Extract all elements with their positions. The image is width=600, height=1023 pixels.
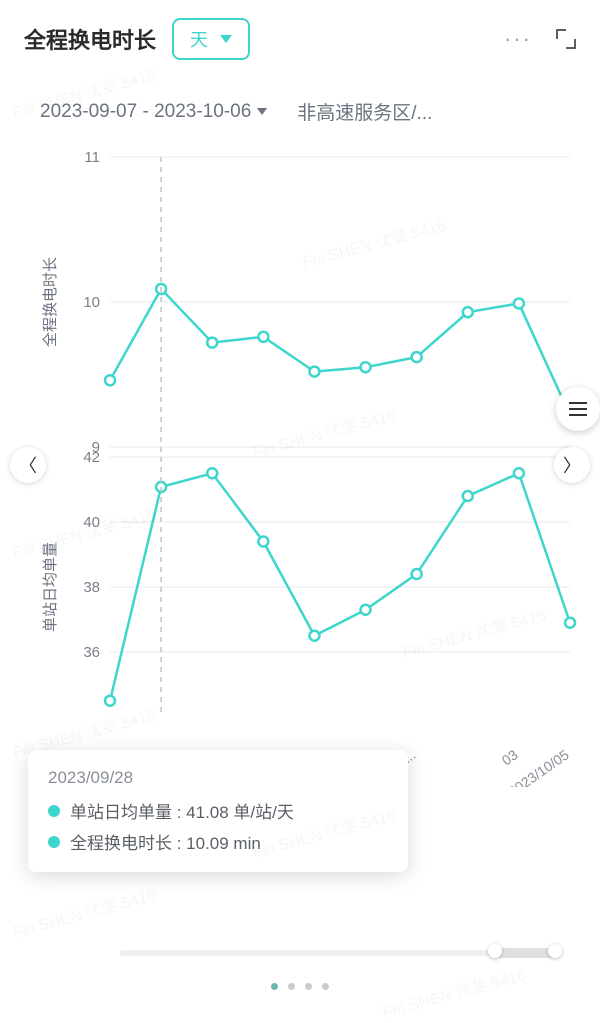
- page-title: 全程换电时长: [24, 23, 156, 55]
- chevron-down-icon: [220, 35, 232, 43]
- pager-dot[interactable]: [305, 983, 312, 990]
- svg-text:全程换电时长: 全程换电时长: [41, 257, 59, 347]
- chart-scroll-track[interactable]: [120, 950, 560, 956]
- svg-text:03: 03: [499, 746, 521, 768]
- pager-dots[interactable]: [271, 983, 329, 990]
- pager-dot[interactable]: [322, 983, 329, 990]
- svg-text:11: 11: [84, 149, 100, 166]
- fullscreen-icon[interactable]: [556, 29, 576, 49]
- next-arrow[interactable]: 〉: [554, 447, 590, 483]
- chart-menu-icon[interactable]: [556, 387, 600, 431]
- chart-scroll-thumb[interactable]: [490, 948, 560, 958]
- scroll-handle-left[interactable]: [488, 944, 502, 958]
- more-icon[interactable]: ···: [504, 26, 532, 52]
- area-filter[interactable]: 非高速服务区/...: [297, 98, 432, 125]
- chevron-down-icon: [257, 108, 267, 115]
- prev-arrow[interactable]: 〈: [10, 447, 46, 483]
- granularity-dropdown[interactable]: 天: [172, 18, 250, 60]
- svg-text:38: 38: [83, 579, 100, 596]
- series-dot-icon: [48, 805, 60, 817]
- line-chart: 91011全程换电时长36384042单站日均单量2023...2023...2…: [20, 147, 580, 787]
- svg-text:42: 42: [83, 449, 100, 466]
- svg-text:36: 36: [83, 644, 100, 661]
- scroll-handle-right[interactable]: [548, 944, 562, 958]
- pager-dot[interactable]: [271, 983, 278, 990]
- svg-text:40: 40: [83, 514, 100, 531]
- tooltip-date: 2023/09/28: [48, 768, 388, 788]
- tooltip-row: 单站日均单量 : 41.08 单/站/天: [48, 798, 388, 823]
- granularity-label: 天: [190, 26, 208, 52]
- svg-text:单站日均单量: 单站日均单量: [42, 542, 59, 632]
- date-range-label: 2023-09-07 - 2023-10-06: [40, 101, 251, 123]
- chart-tooltip: 2023/09/28 单站日均单量 : 41.08 单/站/天 全程换电时长 :…: [28, 750, 408, 872]
- pager-dot[interactable]: [288, 983, 295, 990]
- series-dot-icon: [48, 836, 60, 848]
- tooltip-row: 全程换电时长 : 10.09 min: [48, 829, 388, 854]
- date-range-picker[interactable]: 2023-09-07 - 2023-10-06: [40, 101, 267, 123]
- svg-text:10: 10: [83, 294, 100, 311]
